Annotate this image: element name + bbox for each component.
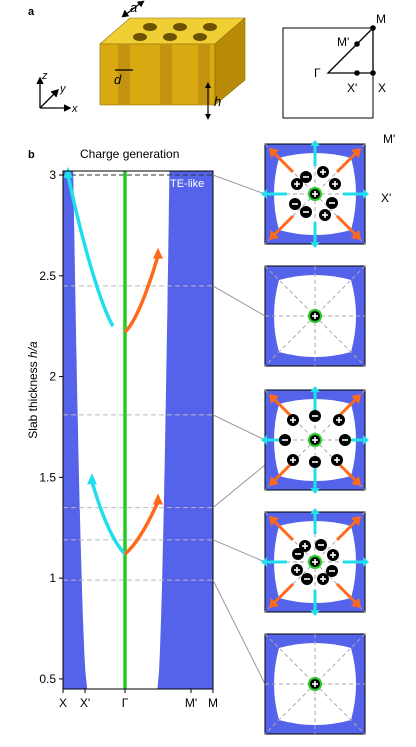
- mode-inset-1: [264, 265, 366, 367]
- dim-label-d: d: [114, 72, 122, 87]
- axis-label-x: x: [71, 103, 78, 115]
- curve-0: [66, 174, 115, 328]
- region-label: TE-like: [170, 178, 204, 190]
- axis-label-y: y: [59, 83, 67, 95]
- connector-1: [212, 285, 266, 317]
- connector-4: [212, 539, 266, 563]
- panel-label-b: b: [28, 149, 35, 161]
- coordinate-axes: [36, 76, 72, 112]
- curve-arrow-2: [87, 473, 97, 485]
- mode-insets: [261, 140, 369, 735]
- y-axis-ticks: 0.5 1 1.5 2 2.5 3: [39, 168, 63, 686]
- curve-arrow-0: [63, 167, 73, 179]
- mode-inset-3: [261, 508, 369, 616]
- curve-3: [123, 500, 160, 556]
- bz-label-M: M: [376, 12, 386, 26]
- x-tick-label: X: [59, 696, 67, 710]
- axis-label-z: z: [41, 70, 48, 82]
- curve-arrow-1: [153, 247, 163, 259]
- mode-inset-2: [261, 386, 369, 494]
- plot-title: Charge generation: [80, 147, 179, 161]
- y-axis-label-pre: Slab thickness: [26, 358, 40, 439]
- dispersion-curves: [63, 167, 163, 556]
- mode-inset-4: [264, 633, 366, 735]
- slab-schematic: [99, 0, 246, 120]
- y-axis-label: Slab thickness h/a: [26, 341, 40, 439]
- y-tick-label: 1.5: [39, 470, 56, 484]
- y-tick-label: 3: [49, 168, 56, 182]
- inset-connectors: [212, 174, 266, 685]
- inset-label-Mprime: M': [383, 132, 395, 146]
- panel-label-a: a: [28, 6, 35, 18]
- bz-label-Mprime: M': [337, 35, 349, 49]
- bz-label-X: X: [378, 81, 386, 95]
- connector-3: [212, 464, 266, 508]
- x-tick-label: M': [185, 696, 197, 710]
- mode-inset-0: [261, 140, 369, 248]
- plot-frame: [62, 170, 214, 690]
- plot-area: 0.5 1 1.5 2 2.5 3 X X' Γ M' M: [39, 167, 218, 710]
- x-tick-label: Γ: [122, 696, 129, 710]
- bz-label-Gamma: Γ: [314, 66, 321, 80]
- connector-0: [212, 174, 266, 195]
- y-axis-label-var: h/a: [26, 341, 40, 358]
- x-tick-label: X': [80, 696, 90, 710]
- y-tick-label: 2.5: [39, 269, 56, 283]
- inset-label-Xprime: X': [381, 191, 391, 205]
- curve-arrow-3: [153, 493, 163, 505]
- bz-label-Xprime: X': [347, 81, 357, 95]
- y-tick-label: 0.5: [39, 672, 56, 686]
- curve-1: [123, 255, 160, 334]
- connector-2: [212, 414, 266, 441]
- y-tick-label: 2: [49, 370, 56, 384]
- x-tick-label: M: [208, 696, 218, 710]
- x-axis-ticks: X X' Γ M' M: [59, 689, 218, 710]
- dim-label-h: h: [214, 94, 221, 109]
- dim-label-a: a: [130, 0, 137, 15]
- connector-5: [212, 579, 266, 685]
- brillouin-zone: [282, 25, 376, 119]
- y-tick-label: 1: [49, 571, 56, 585]
- bandgap-region: [73, 171, 170, 689]
- curve-2: [90, 480, 127, 556]
